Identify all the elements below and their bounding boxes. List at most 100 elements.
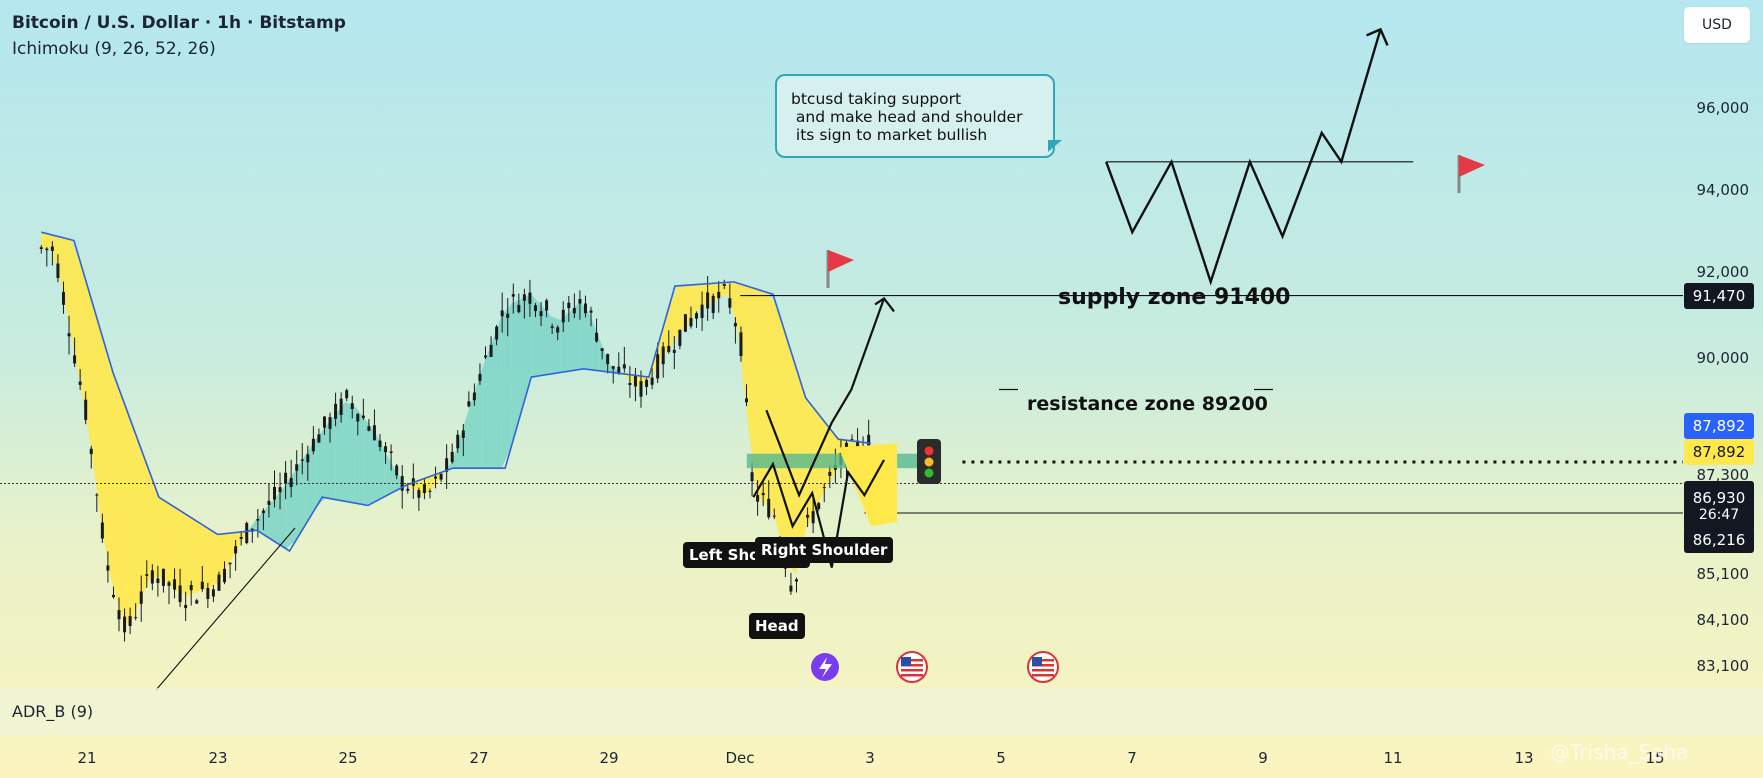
projection-arrowhead	[874, 296, 895, 313]
green-support-zone	[746, 453, 937, 469]
candle-body	[589, 310, 593, 313]
symbol-title[interactable]: Bitcoin / U.S. Dollar · 1h · Bitstamp	[12, 13, 346, 33]
us-flag-event-icon	[896, 651, 928, 683]
candle-body	[256, 519, 260, 521]
candle-body	[728, 298, 732, 308]
cloud-segment	[766, 292, 777, 523]
cloud-segment	[158, 497, 169, 585]
candle-body	[45, 248, 49, 251]
callout-note[interactable]: btcusd taking support and make head and …	[775, 74, 1055, 158]
x-tick: 7	[1127, 749, 1137, 767]
candle-body	[645, 379, 649, 387]
x-tick: 11	[1383, 749, 1403, 767]
cloud-segment	[70, 239, 81, 385]
watermark: @Trisha_Saha	[1550, 740, 1689, 764]
candle-body	[311, 438, 315, 452]
candle-body	[89, 448, 93, 455]
candle-body	[639, 381, 643, 397]
candle-body	[300, 459, 304, 461]
head-label[interactable]: Head	[749, 613, 805, 639]
candle-body	[506, 313, 510, 318]
candle-body	[73, 355, 77, 364]
resistance-zone-label[interactable]: resistance zone 89200	[1027, 393, 1268, 415]
cloud-segment	[335, 401, 346, 502]
candle-body	[123, 616, 127, 633]
candle-body	[572, 308, 576, 314]
candle-body	[711, 295, 715, 314]
candle-body	[117, 610, 121, 620]
supply-zone-label[interactable]: supply zone 91400	[1058, 285, 1291, 310]
traffic-light-lamp	[924, 446, 934, 456]
candle-body	[617, 366, 621, 374]
cloud-segment	[345, 401, 355, 504]
candle-body	[456, 434, 460, 449]
candle-body	[134, 617, 138, 619]
cloud-segment	[570, 301, 581, 371]
cloud-segment	[384, 449, 395, 497]
candle-body	[817, 503, 821, 509]
right-shoulder-label[interactable]: Right Shoulder	[755, 537, 894, 563]
candle-body	[528, 292, 532, 304]
candle-body	[822, 487, 826, 489]
candle-body	[111, 594, 115, 598]
flag-icon	[828, 250, 854, 272]
candle-body	[217, 574, 221, 591]
candle-body	[206, 587, 210, 599]
cloud-segment	[746, 286, 757, 496]
candle-body	[378, 440, 382, 447]
candle-body	[783, 567, 787, 569]
cloud-segment	[462, 397, 473, 469]
flag-stripe	[1032, 659, 1054, 662]
cloud-segment	[501, 303, 512, 469]
flag-stripe	[1032, 669, 1054, 672]
candle-body	[245, 523, 249, 544]
cloud-segment	[198, 522, 208, 592]
candle-body	[295, 464, 299, 471]
flag-stripe	[901, 674, 923, 677]
candle-body	[539, 311, 543, 317]
candle-body	[261, 510, 265, 514]
candle-body	[789, 585, 793, 592]
candle-body	[489, 344, 493, 357]
candle-body	[750, 472, 754, 482]
traffic-light-lamp	[924, 457, 934, 467]
candle-body	[400, 476, 404, 491]
candle-body	[417, 490, 421, 498]
candle-body	[367, 426, 371, 431]
candle-body	[95, 494, 99, 496]
candle-body	[567, 302, 571, 309]
currency-button[interactable]: USD	[1684, 7, 1750, 43]
flag-icon	[1459, 155, 1485, 177]
candle-body	[472, 392, 476, 401]
trendline	[155, 527, 296, 691]
candle-body	[139, 591, 143, 604]
drawing-lines	[0, 27, 1683, 691]
candle-body	[667, 345, 671, 352]
y-tick: 96,000	[1696, 99, 1750, 117]
candle-body	[678, 329, 682, 346]
adr-indicator-label[interactable]: ADR_B (9)	[12, 702, 94, 721]
y-tick: 87,300	[1696, 466, 1750, 484]
future-projection-path	[1105, 28, 1382, 286]
candle-body	[461, 430, 465, 438]
cloud-segment	[60, 237, 71, 334]
candle-body	[439, 473, 443, 480]
price-label-last-yellow: 87,892	[1684, 439, 1754, 465]
indicator-legend[interactable]: Ichimoku (9, 26, 52, 26)	[12, 39, 216, 59]
price-label-current: 86,930 26:47	[1684, 481, 1754, 531]
candle-body	[850, 439, 854, 441]
cloud-segment	[374, 430, 385, 502]
candle-body	[578, 298, 582, 304]
candle-body	[167, 582, 171, 586]
cloud-segment	[697, 283, 708, 311]
cloud-segment	[541, 305, 551, 376]
candle-body	[67, 333, 71, 337]
cloud-segment	[531, 294, 542, 378]
candle-body	[717, 291, 721, 299]
cloud-segment	[296, 454, 306, 541]
cloud-segment	[41, 232, 52, 249]
candle-body	[445, 458, 449, 472]
candle-body	[350, 403, 354, 409]
